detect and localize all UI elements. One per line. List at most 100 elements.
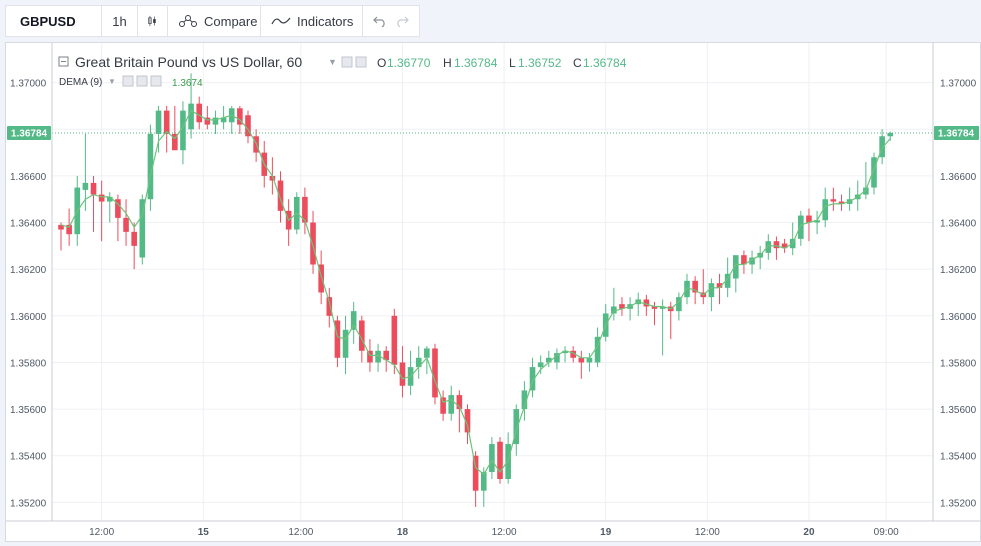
candle (131, 222, 137, 270)
indicators-button[interactable]: Indicators (261, 6, 363, 36)
redo-icon[interactable] (395, 15, 409, 27)
candle-body (838, 201, 845, 204)
candle (765, 234, 772, 260)
candle-body (98, 194, 105, 202)
candle-body (871, 157, 877, 188)
candle (846, 187, 853, 211)
candle (172, 105, 178, 151)
candle (188, 73, 194, 139)
candle-body (163, 110, 170, 134)
candle-body (456, 395, 463, 410)
price-tick-left: 1.36400 (10, 219, 47, 230)
chart-container[interactable]: 1.370001.368001.366001.364001.362001.360… (5, 42, 981, 542)
series-menu-icon[interactable]: ▼ (328, 57, 337, 67)
right-price-scale[interactable]: 1.370001.368001.366001.364001.362001.360… (940, 79, 977, 510)
candle-body (521, 390, 528, 410)
time-tick: 20 (803, 527, 815, 538)
open-label: O (377, 56, 386, 70)
candle (684, 273, 690, 305)
candle-body (188, 103, 194, 130)
low-value: 1.36752 (518, 56, 562, 70)
candle (82, 133, 89, 211)
compare-label: Compare (204, 13, 258, 29)
candle-body (879, 136, 885, 158)
chart-style-button[interactable] (138, 6, 168, 36)
candle-body (472, 455, 479, 491)
candle (155, 105, 162, 153)
candle-body (578, 357, 585, 363)
time-tick: 09:00 (874, 527, 899, 538)
time-tick: 18 (397, 527, 409, 538)
indicator-menu-icon[interactable]: ▼ (108, 77, 116, 86)
price-tick-left: 1.36000 (10, 312, 47, 323)
undo-icon[interactable] (373, 15, 387, 27)
candle (676, 292, 682, 321)
candle (440, 390, 446, 421)
high-label: H (443, 56, 452, 70)
symbol-search-button[interactable]: GBPUSD (6, 6, 102, 36)
time-tick: 19 (600, 527, 612, 538)
candle-body (529, 367, 536, 391)
candle-body (643, 299, 650, 307)
candle (350, 301, 357, 344)
time-tick: 12:00 (89, 527, 114, 538)
candle (245, 110, 251, 144)
price-tick-right: 1.36000 (940, 312, 977, 323)
collapse-legend-icon[interactable] (58, 56, 69, 67)
price-chart[interactable]: 1.370001.368001.366001.364001.362001.360… (6, 43, 980, 541)
price-tick-left: 1.35800 (10, 358, 47, 369)
candle (98, 180, 105, 242)
series-title: Great Britain Pound vs US Dollar, 60 (75, 54, 302, 70)
time-scale[interactable]: 12:00 15 12:00 18 12:00 19 12:00 20 09:00 (89, 527, 899, 538)
interval-button[interactable]: 1h (102, 6, 138, 36)
candle (716, 273, 723, 305)
candle-body (131, 231, 137, 246)
indicator-remove-icon[interactable] (150, 75, 162, 87)
price-tick-left: 1.35400 (10, 452, 47, 463)
candle (562, 346, 568, 363)
candle (432, 343, 438, 405)
candle-body (741, 255, 747, 265)
candle-body (562, 350, 568, 354)
candle-body (489, 444, 495, 473)
hide-icon[interactable] (355, 56, 367, 68)
candle-body (58, 224, 64, 230)
candles-layer (58, 73, 894, 508)
candle-body (220, 117, 227, 123)
candle (310, 210, 316, 274)
candle-body (781, 243, 788, 249)
candle-body (399, 362, 406, 386)
candle (627, 297, 633, 321)
candle-body (106, 196, 113, 202)
time-tick: 12:00 (695, 527, 720, 538)
indicators-label: Indicators (297, 13, 354, 29)
indicator-settings-icon[interactable] (122, 75, 134, 87)
candle (741, 250, 747, 274)
candle (521, 381, 528, 421)
indicator-hide-icon[interactable] (136, 75, 148, 87)
candle (375, 343, 381, 372)
compare-button[interactable]: Compare (168, 6, 261, 36)
candle (407, 350, 414, 396)
candle-body (90, 182, 97, 195)
candle-body (480, 472, 487, 491)
candle (180, 101, 186, 165)
settings-icon[interactable] (341, 56, 353, 68)
candle-body (887, 133, 894, 137)
price-badge-left: 1.36784 (7, 126, 51, 141)
candle (806, 208, 812, 242)
candle (643, 294, 650, 316)
price-tick-right: 1.35200 (940, 498, 977, 509)
candle (732, 255, 739, 293)
candlestick-icon (148, 15, 156, 27)
candle (253, 129, 259, 162)
candle-body (724, 273, 731, 288)
candle-body (659, 306, 666, 309)
candle-body (806, 215, 812, 223)
candle-body (814, 220, 820, 223)
left-price-scale[interactable]: 1.370001.368001.366001.364001.362001.360… (10, 79, 47, 510)
candle-body (415, 357, 422, 368)
candle-body (798, 215, 804, 239)
close-label: C (573, 56, 582, 70)
price-tick-left: 1.37000 (10, 79, 47, 90)
